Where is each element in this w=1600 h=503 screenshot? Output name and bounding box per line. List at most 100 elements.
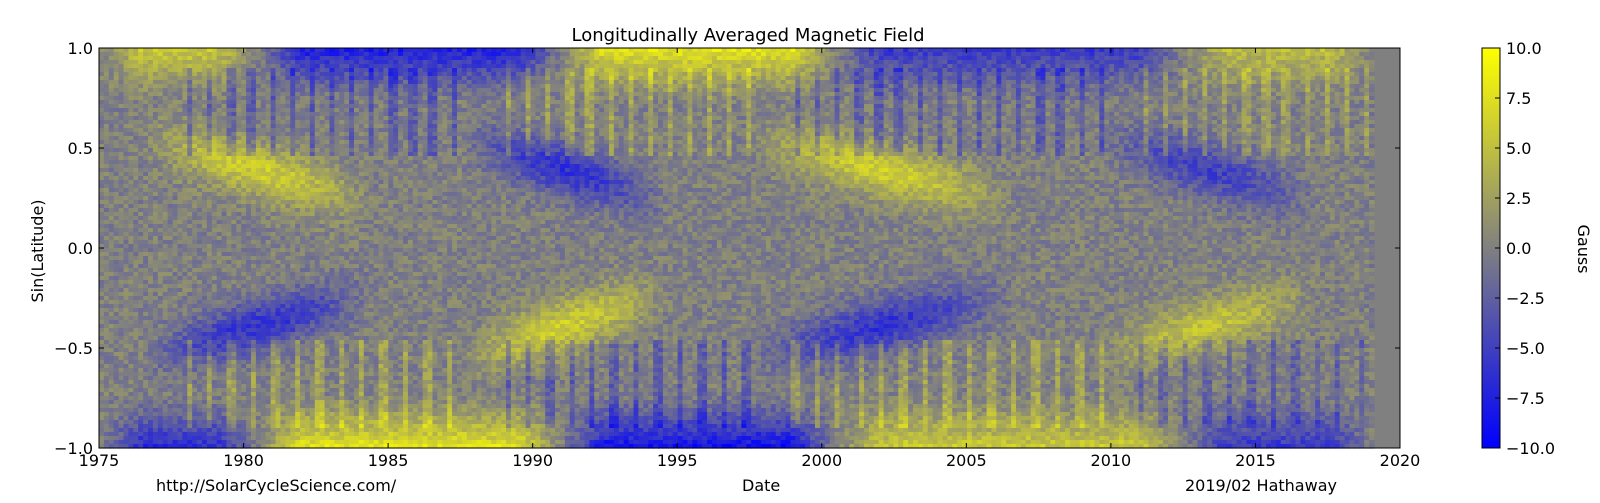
heatmap-cell: [128, 208, 134, 213]
heatmap-cell: [148, 92, 154, 97]
heatmap-cell: [143, 344, 149, 349]
heatmap-cell: [143, 408, 149, 413]
heatmap-cell: [109, 368, 115, 373]
heatmap-cell: [119, 440, 125, 445]
heatmap-cell: [133, 388, 139, 393]
heatmap-cell: [148, 64, 154, 69]
heatmap-cell: [138, 408, 144, 413]
heatmap-cell: [124, 228, 129, 233]
heatmap-cell: [104, 316, 110, 321]
heatmap-cell: [109, 384, 115, 389]
heatmap-cell: [109, 172, 115, 177]
heatmap-cell: [114, 188, 120, 193]
heatmap-cell: [143, 212, 149, 217]
heatmap-cell: [99, 148, 105, 153]
heatmap-cell: [124, 64, 129, 69]
heatmap-cell: [109, 204, 115, 209]
heatmap-cell: [128, 240, 134, 245]
heatmap-cell: [133, 276, 139, 281]
heatmap-cell: [104, 64, 110, 69]
heatmap-cell: [119, 256, 125, 261]
heatmap-cell: [148, 112, 154, 117]
heatmap-cell: [133, 128, 139, 133]
heatmap-cell: [148, 120, 154, 125]
heatmap-cell: [114, 392, 120, 397]
heatmap-cell: [109, 404, 115, 409]
heatmap-cell: [143, 240, 149, 245]
heatmap-cell: [128, 152, 134, 157]
heatmap-cell: [133, 188, 139, 193]
heatmap-cell: [109, 180, 115, 185]
heatmap-cell: [133, 316, 139, 321]
heatmap-cell: [124, 128, 129, 133]
heatmap-cell: [143, 432, 149, 437]
heatmap-cell: [143, 420, 149, 425]
heatmap-cell: [143, 148, 149, 153]
heatmap-cell: [119, 140, 125, 145]
heatmap-cell: [128, 276, 134, 281]
heatmap-cell: [109, 272, 115, 277]
heatmap-cell: [109, 56, 115, 61]
heatmap-cell: [143, 60, 149, 65]
heatmap-cell: [143, 324, 149, 329]
heatmap-cell: [138, 304, 144, 309]
heatmap-cell: [109, 128, 115, 133]
heatmap-cell: [119, 268, 125, 273]
heatmap-cell: [133, 280, 139, 285]
heatmap-cell: [138, 100, 144, 105]
heatmap-cell: [124, 244, 129, 249]
heatmap-cell: [148, 124, 154, 129]
heatmap-cell: [104, 432, 110, 437]
heatmap-cell: [138, 80, 144, 85]
heatmap-cell: [124, 320, 129, 325]
heatmap-cell: [109, 108, 115, 113]
heatmap-cell: [128, 188, 134, 193]
heatmap-cell: [138, 184, 144, 189]
heatmap-cell: [143, 264, 149, 269]
heatmap-cell: [109, 200, 115, 205]
heatmap-cell: [143, 284, 149, 289]
heatmap-cell: [128, 304, 134, 309]
heatmap-cell: [143, 368, 149, 373]
heatmap-cell: [138, 376, 144, 381]
heatmap-cell: [148, 188, 154, 193]
heatmap-cell: [119, 56, 125, 61]
heatmap-cell: [143, 68, 149, 73]
heatmap-cell: [128, 92, 134, 97]
heatmap-cell: [119, 428, 125, 433]
heatmap-cell: [109, 64, 115, 69]
heatmap-cell: [143, 380, 149, 385]
heatmap-cell: [124, 260, 129, 265]
heatmap-cell: [148, 176, 154, 181]
heatmap-cell: [99, 100, 105, 105]
heatmap-cell: [143, 172, 149, 177]
heatmap-cell: [143, 188, 149, 193]
heatmap-cell: [99, 420, 105, 425]
heatmap-cell: [114, 176, 120, 181]
heatmap-cell: [124, 280, 129, 285]
heatmap-cell: [133, 168, 139, 173]
heatmap-cell: [109, 80, 115, 85]
heatmap-cell: [138, 180, 144, 185]
heatmap-cell: [114, 256, 120, 261]
heatmap-cell: [133, 132, 139, 137]
heatmap-cell: [143, 144, 149, 149]
heatmap-cell: [99, 280, 105, 285]
heatmap-cell: [143, 244, 149, 249]
heatmap-cell: [119, 80, 125, 85]
heatmap-cell: [109, 152, 115, 157]
heatmap-cell: [99, 184, 105, 189]
heatmap-cell: [143, 120, 149, 125]
heatmap-cell: [133, 144, 139, 149]
heatmap-cell: [109, 140, 115, 145]
heatmap-cell: [138, 68, 144, 73]
heatmap-cell: [119, 240, 125, 245]
heatmap-cell: [143, 52, 149, 57]
heatmap-cell: [99, 272, 105, 277]
heatmap-cell: [109, 256, 115, 261]
heatmap-cell: [138, 200, 144, 205]
heatmap-cell: [138, 356, 144, 361]
heatmap-cell: [128, 172, 134, 177]
heatmap-cell: [104, 164, 110, 169]
heatmap-cell: [124, 360, 129, 365]
